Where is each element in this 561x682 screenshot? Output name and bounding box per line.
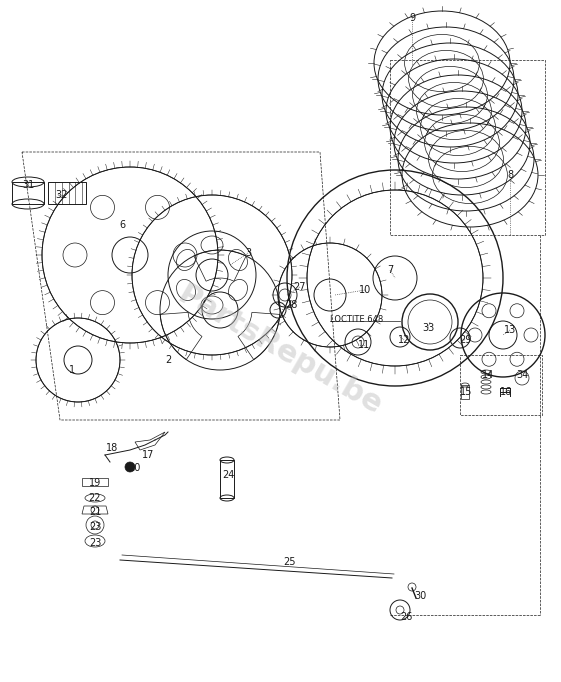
Text: 24: 24 — [222, 470, 234, 480]
Bar — [220, 460, 234, 498]
Text: 3: 3 — [245, 248, 251, 258]
Text: 23: 23 — [89, 522, 101, 532]
Text: 11: 11 — [358, 340, 370, 350]
Text: 31: 31 — [22, 180, 34, 190]
Text: 13: 13 — [504, 325, 516, 335]
Bar — [48, 182, 86, 204]
Text: 12: 12 — [398, 335, 410, 345]
Text: LOCTITE 648: LOCTITE 648 — [330, 316, 383, 325]
Text: 21: 21 — [89, 507, 101, 517]
Text: 9: 9 — [409, 13, 415, 23]
Text: 26: 26 — [400, 612, 412, 622]
Text: 20: 20 — [128, 463, 140, 473]
Text: PartsRepu.be: PartsRepu.be — [173, 280, 388, 420]
Bar — [12, 182, 44, 204]
Text: 27: 27 — [294, 282, 306, 292]
Text: 22: 22 — [89, 493, 101, 503]
Text: 19: 19 — [89, 478, 101, 488]
Text: 6: 6 — [119, 220, 125, 230]
Bar — [461, 385, 469, 399]
Text: 8: 8 — [507, 170, 513, 180]
Text: 14: 14 — [482, 370, 494, 380]
Text: 28: 28 — [285, 300, 297, 310]
Text: 30: 30 — [414, 591, 426, 601]
Text: 10: 10 — [359, 285, 371, 295]
Text: 16: 16 — [500, 387, 512, 397]
Text: 18: 18 — [106, 443, 118, 453]
Text: 23: 23 — [89, 538, 101, 548]
Text: 1: 1 — [69, 365, 75, 375]
Text: 2: 2 — [165, 355, 171, 365]
Circle shape — [125, 462, 135, 472]
Text: 29: 29 — [459, 335, 471, 345]
Text: 32: 32 — [56, 190, 68, 200]
Text: 25: 25 — [284, 557, 296, 567]
Text: 33: 33 — [422, 323, 434, 333]
Text: 17: 17 — [142, 450, 154, 460]
Text: 15: 15 — [460, 387, 472, 397]
Text: 34: 34 — [516, 370, 528, 380]
Text: 7: 7 — [387, 265, 393, 275]
